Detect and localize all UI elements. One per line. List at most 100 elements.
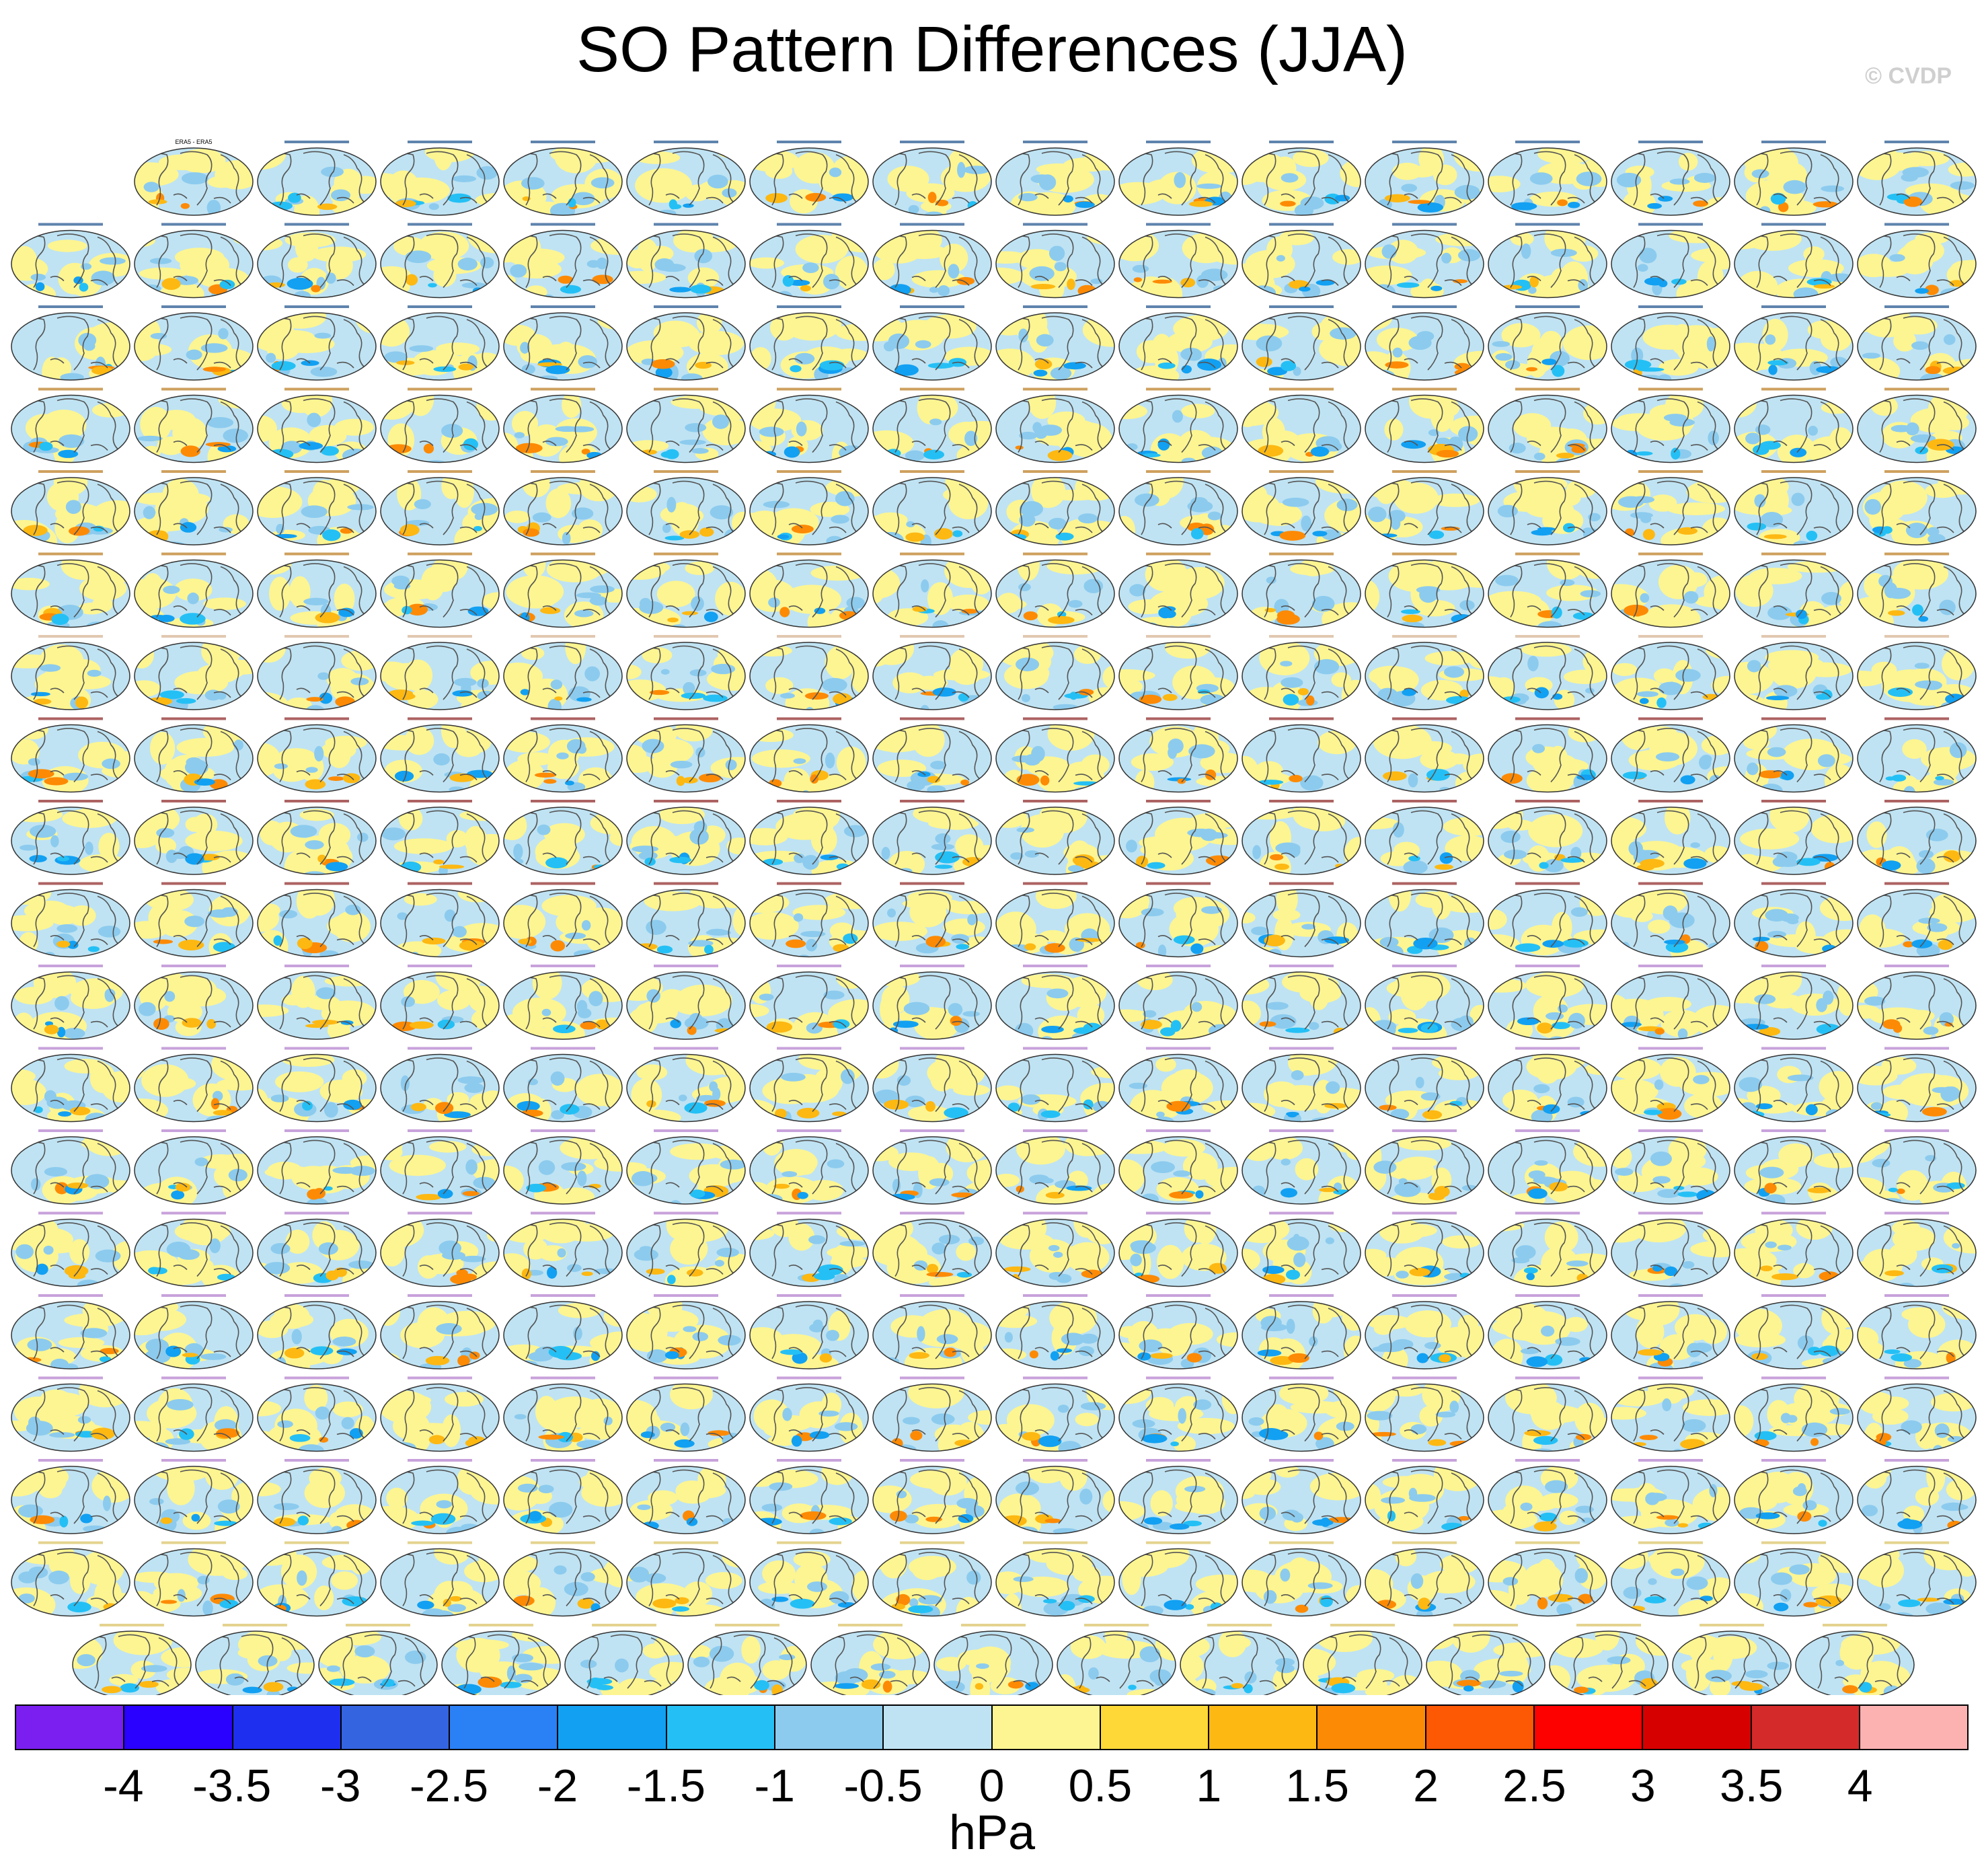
colorbar-segment <box>666 1706 775 1749</box>
map-panel <box>1488 800 1607 875</box>
svg-text:ERA5 - ERA5: ERA5 - ERA5 <box>175 139 212 145</box>
map-panel <box>1857 1376 1977 1452</box>
map-panel <box>257 1541 377 1617</box>
map-panel <box>1365 1211 1484 1287</box>
map-panel <box>749 1459 869 1534</box>
map-panel <box>134 1047 254 1123</box>
map-panel <box>995 552 1115 628</box>
map-panel <box>995 717 1115 793</box>
map-panel <box>380 223 500 299</box>
map-panel <box>380 717 500 793</box>
map-panel <box>503 1211 623 1287</box>
colorbar-tick-label: -4 <box>103 1760 144 1811</box>
map-panel <box>380 552 500 628</box>
map-panel <box>1242 635 1361 710</box>
map-panel <box>1118 1459 1238 1534</box>
map-panel <box>441 1624 561 1695</box>
map-panel <box>872 965 992 1040</box>
map-panel <box>257 1211 377 1287</box>
colorbar <box>15 1704 1969 1750</box>
map-panel <box>503 470 623 546</box>
map-panel <box>995 1129 1115 1205</box>
map-panel <box>1734 1459 1854 1534</box>
map-panel <box>1611 800 1730 875</box>
map-panel <box>1303 1624 1422 1695</box>
map-panel <box>1365 552 1484 628</box>
map-panel <box>1118 800 1238 875</box>
map-panel <box>503 387 623 463</box>
map-panel <box>318 1624 438 1695</box>
colorbar-segment <box>124 1706 233 1749</box>
colorbar-tick-label: 0 <box>979 1760 1005 1811</box>
map-panel <box>810 1624 930 1695</box>
map-panel <box>1365 1047 1484 1123</box>
map-panel <box>380 1459 500 1534</box>
map-panel <box>1857 387 1977 463</box>
map-panel <box>872 141 992 216</box>
map-panel <box>564 1624 684 1695</box>
map-panel <box>1242 717 1361 793</box>
map-panel <box>1734 387 1854 463</box>
map-panel <box>380 1541 500 1617</box>
map-panel <box>749 552 869 628</box>
map-panel <box>1242 1541 1361 1617</box>
map-panel <box>1857 800 1977 875</box>
colorbar-tick-label: -2 <box>537 1760 578 1811</box>
colorbar-segment <box>1318 1706 1426 1749</box>
map-panel <box>257 1129 377 1205</box>
map-panel <box>11 1047 130 1123</box>
map-panel <box>11 1459 130 1534</box>
map-panel <box>1242 552 1361 628</box>
map-panel <box>995 1376 1115 1452</box>
map-panel <box>933 1624 1053 1695</box>
map-panel <box>72 1624 192 1695</box>
map-panel <box>1242 1294 1361 1370</box>
map-panel <box>749 882 869 958</box>
map-panel <box>134 717 254 793</box>
map-panel <box>1734 635 1854 710</box>
map-panel <box>1118 305 1238 381</box>
map-panel <box>1118 1129 1238 1205</box>
map-panel <box>1488 305 1607 381</box>
map-panel <box>1734 470 1854 546</box>
map-panel <box>1365 882 1484 958</box>
map-panel <box>1365 800 1484 875</box>
map-panel <box>257 470 377 546</box>
map-panel <box>1242 141 1361 216</box>
map-panel <box>1734 1294 1854 1370</box>
map-panel <box>503 1541 623 1617</box>
map-panel <box>1857 141 1977 216</box>
map-panel <box>380 635 500 710</box>
map-panel <box>1488 635 1607 710</box>
map-panel <box>749 470 869 546</box>
map-panel <box>1488 552 1607 628</box>
map-panel <box>503 1129 623 1205</box>
map-panel <box>257 141 377 216</box>
colorbar-tick-label: -3.5 <box>192 1760 272 1811</box>
map-panel <box>134 552 254 628</box>
map-panel <box>257 1376 377 1452</box>
map-panel <box>1611 1294 1730 1370</box>
map-panel <box>1734 223 1854 299</box>
colorbar-units-label: hPa <box>948 1806 1036 1860</box>
map-panel <box>1365 635 1484 710</box>
map-panel <box>995 1541 1115 1617</box>
map-panel <box>1611 1211 1730 1287</box>
colorbar-segment <box>1751 1706 1860 1749</box>
map-panel <box>134 1129 254 1205</box>
map-panel <box>1734 882 1854 958</box>
colorbar-tick-label: -0.5 <box>843 1760 923 1811</box>
colorbar-segment <box>992 1706 1101 1749</box>
map-panel <box>995 387 1115 463</box>
map-panel <box>257 635 377 710</box>
map-panel <box>1857 223 1977 299</box>
map-panel <box>995 1459 1115 1534</box>
map-panel <box>1611 1541 1730 1617</box>
map-panel <box>11 1129 130 1205</box>
map-panel <box>503 882 623 958</box>
map-panel <box>872 635 992 710</box>
colorbar-segment <box>558 1706 667 1749</box>
map-panel <box>134 1459 254 1534</box>
map-panel <box>1365 470 1484 546</box>
map-panel <box>872 1541 992 1617</box>
